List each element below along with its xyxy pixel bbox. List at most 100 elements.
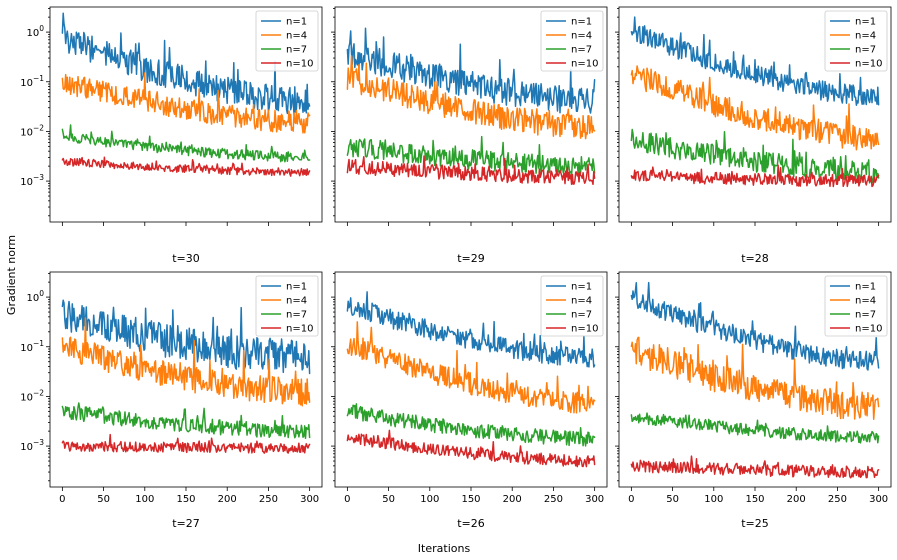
legend-label: n=4: [855, 31, 876, 42]
series-line-n-7: [630, 412, 880, 444]
legend-label: n=7: [571, 310, 592, 321]
x-tick-label: 200: [503, 494, 522, 505]
series-line-n-10: [346, 429, 596, 468]
legend: n=1 n=4 n=7 n=10: [540, 275, 604, 337]
y-tick-label: 100: [26, 24, 44, 39]
x-tick-label: 100: [420, 494, 439, 505]
legend-box: [824, 10, 888, 72]
legend-label: n=1: [571, 17, 592, 28]
y-tick-label: 10−1: [20, 74, 44, 89]
series-group: [61, 299, 311, 454]
panel-grid: 10010−110−210−3t=30n=1n=4n=7n=10t=29n=1n…: [20, 6, 892, 530]
series-line-n-7: [61, 402, 311, 440]
x-tick-label: 100: [135, 494, 154, 505]
x-tick-label: 50: [382, 494, 395, 505]
series-line-n-7: [630, 128, 880, 184]
x-tick-label: 300: [300, 494, 319, 505]
x-tick-label: 50: [97, 494, 110, 505]
series-group: [346, 291, 596, 468]
subplot-title: t=28: [741, 252, 769, 265]
legend-label: n=4: [571, 31, 592, 42]
x-tick-label: 250: [259, 494, 278, 505]
series-line-n-10: [630, 455, 880, 479]
legend: n=1 n=4 n=7 n=10: [255, 10, 319, 72]
legend-label: n=7: [571, 45, 592, 56]
x-tick-label: 150: [745, 494, 764, 505]
y-tick-label: 10−3: [20, 438, 44, 453]
legend: n=1 n=4 n=7 n=10: [255, 275, 319, 337]
legend-label: n=7: [855, 45, 876, 56]
y-axis-label: Gradient norm: [5, 235, 18, 315]
x-tick-label: 300: [585, 494, 604, 505]
legend-box: [255, 275, 319, 337]
x-tick-label: 200: [787, 494, 806, 505]
legend-label: n=4: [855, 296, 876, 307]
legend-box: [255, 10, 319, 72]
x-tick-label: 150: [461, 494, 480, 505]
y-tick-label: 10−2: [20, 123, 44, 138]
series-group: [61, 12, 311, 177]
legend-label: n=1: [286, 17, 307, 28]
subplot-title: t=30: [172, 252, 200, 265]
y-tick-label: 10−3: [20, 173, 44, 188]
legend-label: n=10: [286, 324, 313, 335]
series-line-n-4: [630, 336, 880, 420]
legend-label: n=10: [286, 59, 313, 70]
series-line-n-7: [346, 135, 596, 176]
legend-label: n=7: [286, 45, 307, 56]
legend: n=1 n=4 n=7 n=10: [824, 275, 888, 337]
series-line-n-4: [61, 317, 311, 407]
legend: n=1 n=4 n=7 n=10: [824, 10, 888, 72]
series-line-n-7: [61, 124, 311, 163]
legend-label: n=10: [855, 324, 882, 335]
series-line-n-10: [346, 155, 596, 186]
series-line-n-10: [630, 164, 880, 188]
legend-box: [824, 275, 888, 337]
x-tick-label: 200: [218, 494, 237, 505]
y-tick-label: 10−2: [20, 388, 44, 403]
subplot-title: t=29: [457, 252, 485, 265]
legend: n=1 n=4 n=7 n=10: [540, 10, 604, 72]
x-axis-label: Iterations: [418, 542, 471, 555]
legend-label: n=4: [571, 296, 592, 307]
legend-label: n=1: [286, 282, 307, 293]
legend-label: n=7: [286, 310, 307, 321]
x-tick-label: 0: [628, 494, 634, 505]
x-tick-label: 50: [666, 494, 679, 505]
x-tick-label: 250: [828, 494, 847, 505]
x-tick-label: 0: [344, 494, 350, 505]
legend-label: n=1: [855, 17, 876, 28]
y-tick-label: 10−1: [20, 339, 44, 354]
x-tick-label: 250: [544, 494, 563, 505]
subplot-t-30: 100 10−1 10−2 10−3 t=30 n=1 n=4 n=7 n=10: [20, 6, 323, 265]
subplot-title: t=25: [741, 517, 769, 530]
legend-label: n=10: [571, 59, 598, 70]
subplot-t-25: 0 50 100 150 200 250 300 t=25 n=1 n=4 n=7 n=10: [615, 271, 892, 530]
series-line-n-4: [61, 72, 311, 134]
series-line-n-1: [346, 291, 596, 368]
legend-label: n=7: [855, 310, 876, 321]
legend-label: n=1: [571, 282, 592, 293]
legend-box: [540, 10, 604, 72]
series-line-n-1: [630, 281, 880, 371]
series-line-n-10: [61, 156, 311, 177]
subplot-t-29: t=29 n=1 n=4 n=7 n=10: [331, 6, 608, 265]
y-tick-label: 100: [26, 289, 44, 304]
subplot-t-28: t=28 n=1 n=4 n=7 n=10: [615, 6, 892, 265]
subplot-title: t=26: [457, 517, 485, 530]
series-line-n-1: [346, 27, 596, 114]
legend-label: n=1: [855, 282, 876, 293]
x-tick-label: 150: [176, 494, 195, 505]
series-line-n-10: [61, 433, 311, 454]
x-tick-label: 300: [869, 494, 888, 505]
legend-label: n=4: [286, 31, 307, 42]
series-group: [630, 16, 880, 188]
legend-label: n=10: [855, 59, 882, 70]
x-tick-label: 100: [704, 494, 723, 505]
series-line-n-4: [630, 65, 880, 151]
series-line-n-4: [346, 55, 596, 140]
series-line-n-4: [346, 321, 596, 414]
legend-label: n=10: [571, 324, 598, 335]
subplot-t-26: 0 50 100 150 200 250 300 t=26 n=1 n=4 n=7 n=10: [331, 271, 608, 530]
